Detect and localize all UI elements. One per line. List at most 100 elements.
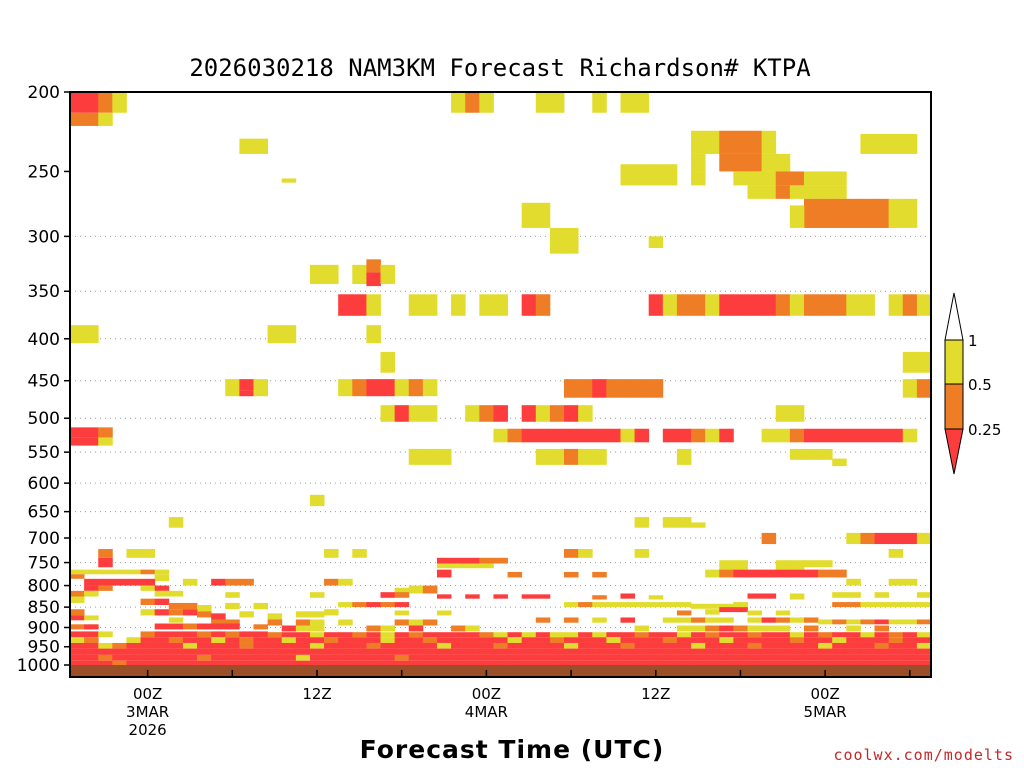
ri-cell [832,294,847,316]
ri-cell [564,602,579,608]
ri-cell [112,578,127,586]
ri-cell [832,185,847,199]
ri-cell [366,632,381,638]
ri-cell [592,602,607,608]
ri-cell [338,642,353,649]
ri-cell [719,603,734,609]
ri-cell [902,379,918,398]
ri-cell [465,557,480,564]
ri-cell [676,448,692,465]
ri-cell [168,623,184,630]
ri-cell [888,654,904,661]
x-tick-label: 00Z [133,685,162,703]
ri-cell [267,660,283,665]
ri-cell [352,654,367,661]
ri-cell [436,654,452,661]
ri-cell [211,613,226,620]
ri-cell [634,632,650,638]
y-tick-label: 500 [28,409,60,429]
ri-cell [818,171,833,186]
ri-cell [394,642,410,649]
ri-cell [84,569,99,575]
y-tick-label: 200 [28,83,60,103]
ri-cell [479,660,494,665]
ri-cell [662,294,678,316]
ri-cell [564,379,579,398]
ri-cell [803,642,819,649]
ri-cell [606,660,621,665]
ri-cell [676,654,692,661]
ri-cell [691,428,706,443]
ri-cell [691,637,706,643]
ri-cell [70,660,85,665]
ri-cell [592,428,607,443]
ri-cell [916,532,932,545]
ri-cell [549,654,565,661]
ri-cell [338,294,353,316]
ri-cell [761,130,777,154]
ri-cell [112,569,127,575]
ri-cell [620,602,635,608]
ri-cell [366,625,381,632]
ri-cell [662,617,678,623]
ri-cell [761,153,777,172]
ri-cell [295,611,311,618]
ri-cell [860,619,875,625]
ri-cell [775,560,791,570]
ri-cell [267,325,283,344]
ri-cell [154,660,170,665]
ri-cell [634,517,650,528]
ri-cell [422,637,438,643]
ri-cell [154,631,170,638]
ri-cell [380,660,396,665]
ri-cell [916,648,932,655]
ri-cell [197,631,212,638]
ri-cell [733,153,748,172]
plot-area [69,91,932,678]
ri-cell [676,610,692,616]
ri-cell [775,637,791,643]
ri-cell [846,642,861,649]
ri-cell [394,648,410,655]
ri-cell [634,654,650,661]
ri-cell [549,637,565,643]
ri-cell [479,648,494,655]
ri-cell [338,637,353,643]
ri-cell [366,637,381,643]
ri-cell [225,637,240,643]
ri-cell [916,351,932,373]
ri-cell [225,623,240,630]
ri-cell [916,592,932,598]
ri-cell [168,631,184,638]
ri-cell [535,660,551,665]
ri-cell [592,642,607,649]
ri-cell [84,578,99,586]
colorbar-legend: 1 0.5 0.25 [944,292,1001,475]
ri-cell [535,202,551,228]
ri-cell [733,648,748,655]
ri-cell [70,325,85,344]
ri-cell [578,379,593,398]
ri-cell [634,428,650,443]
ri-cell [84,660,99,665]
ri-cell [803,448,819,460]
ri-cell [211,631,226,638]
ri-cell [789,654,805,661]
ri-cell [888,619,904,625]
ri-cell [98,642,113,649]
ri-cell [309,611,325,618]
ri-cell [140,609,156,616]
ri-cell [719,294,734,316]
ri-cell [168,609,184,616]
ri-cell [620,660,635,665]
ri-cell [451,563,466,569]
ri-cell [719,648,734,655]
ri-cell [662,428,678,443]
ri-cell [564,617,579,623]
ri-cell [168,617,184,623]
ri-cell [676,660,692,665]
x-tick-label: 2026 [129,721,167,739]
ri-cell [352,549,367,558]
ri-cell [309,632,325,638]
